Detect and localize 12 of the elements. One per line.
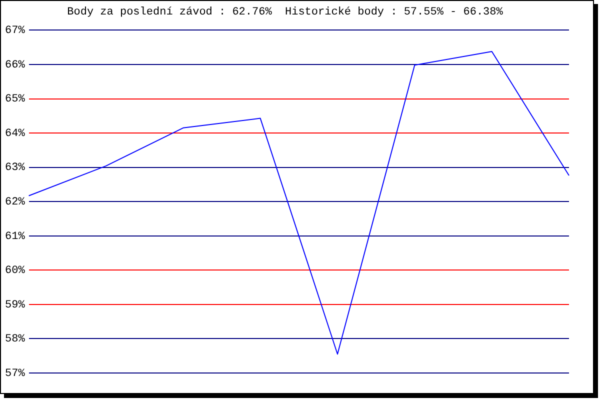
y-tick-label: 67%	[4, 25, 26, 38]
y-tick-label: 59%	[4, 299, 26, 312]
y-tick-label: 61%	[4, 230, 26, 243]
y-tick-label: 60%	[4, 265, 26, 278]
y-tick-label: 57%	[4, 368, 26, 380]
y-tick-label: 66%	[4, 59, 26, 72]
y-tick-label: 63%	[4, 162, 26, 174]
chart-title: Body za poslední závod : 62.76% Historické body : 57.55% - 66.38%	[67, 6, 504, 19]
y-tick-label: 64%	[4, 128, 26, 140]
y-tick-label: 58%	[4, 334, 26, 346]
y-tick-label: 62%	[4, 196, 26, 209]
y-tick-label: 65%	[4, 94, 26, 106]
